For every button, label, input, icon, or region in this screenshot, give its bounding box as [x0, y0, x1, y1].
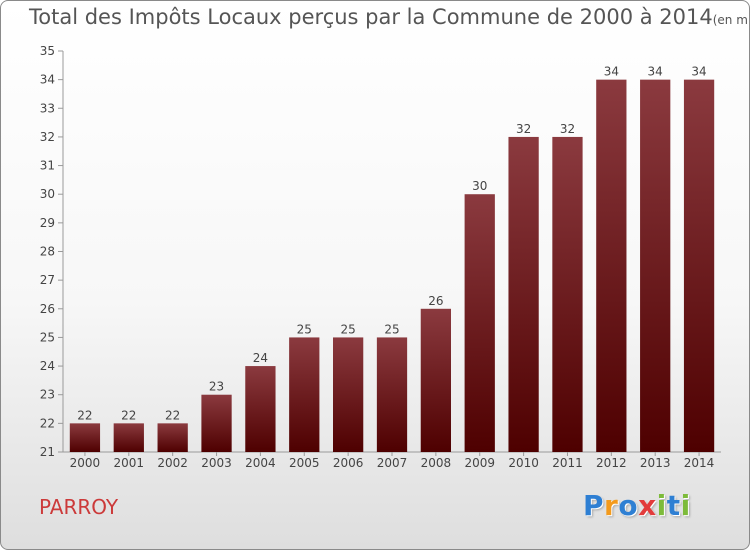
bar: [464, 194, 495, 452]
y-tick-label: 23: [40, 388, 55, 402]
chart-title: Total des Impôts Locaux perçus par la Co…: [29, 5, 750, 29]
bar: [201, 394, 232, 452]
x-tick-label: 2004: [245, 456, 276, 470]
bar-value-label: 30: [472, 179, 487, 193]
bar: [289, 337, 320, 452]
x-tick-label: 2011: [552, 456, 583, 470]
bar-value-label: 24: [253, 351, 268, 365]
y-tick-label: 34: [40, 73, 55, 87]
bar-value-label: 32: [516, 122, 531, 136]
x-tick-label: 2005: [289, 456, 320, 470]
bar: [552, 136, 583, 452]
x-tick-label: 2006: [333, 456, 364, 470]
y-tick-label: 28: [40, 245, 55, 259]
y-tick-label: 35: [40, 44, 55, 58]
x-tick-label: 2014: [684, 456, 715, 470]
y-tick-label: 26: [40, 302, 55, 316]
bar: [420, 308, 452, 452]
y-tick-label: 27: [40, 273, 55, 287]
chart-title-unit: (en milliers d'€): [712, 13, 750, 27]
y-tick-label: 30: [40, 187, 55, 201]
bar-value-label: 34: [604, 65, 619, 79]
y-tick-label: 25: [40, 330, 55, 344]
bar: [113, 423, 144, 452]
x-tick-label: 2012: [596, 456, 627, 470]
x-tick-label: 2013: [640, 456, 671, 470]
y-tick-label: 21: [40, 445, 55, 459]
y-tick-label: 22: [40, 416, 55, 430]
bar-value-label: 32: [560, 122, 575, 136]
x-tick-label: 2009: [464, 456, 495, 470]
bar-value-label: 34: [648, 65, 663, 79]
commune-name: PARROY: [39, 495, 119, 519]
logo-letter: r: [604, 489, 619, 522]
bar: [332, 337, 364, 452]
x-tick-label: 2010: [508, 456, 539, 470]
logo-letter: i: [656, 489, 667, 522]
proxiti-logo[interactable]: Proxiti: [583, 489, 691, 522]
x-tick-label: 2000: [70, 456, 101, 470]
y-tick-label: 24: [40, 359, 55, 373]
x-tick-label: 2007: [377, 456, 408, 470]
bar: [508, 136, 539, 452]
y-tick-label: 31: [40, 159, 55, 173]
bar: [157, 423, 188, 452]
bar-value-label: 26: [428, 294, 443, 308]
chart-title-text: Total des Impôts Locaux perçus par la Co…: [29, 5, 713, 29]
bar-value-label: 25: [340, 322, 355, 336]
bar-value-label: 25: [384, 322, 399, 336]
bar-value-label: 22: [165, 408, 180, 422]
bar: [683, 79, 715, 453]
bar: [640, 79, 671, 453]
x-tick-label: 2001: [114, 456, 145, 470]
logo-letter: o: [618, 489, 639, 522]
logo-letter: t: [666, 489, 681, 522]
bar-value-label: 22: [121, 408, 136, 422]
bar: [596, 79, 627, 453]
x-tick-label: 2008: [421, 456, 452, 470]
bar-value-label: 25: [297, 322, 312, 336]
y-tick-label: 29: [40, 216, 55, 230]
x-tick-label: 2002: [157, 456, 188, 470]
bar: [69, 423, 101, 452]
bar-value-label: 23: [209, 380, 224, 394]
x-tick-label: 2003: [201, 456, 232, 470]
y-tick-label: 32: [40, 130, 55, 144]
bar: [376, 337, 408, 452]
y-tick-label: 33: [40, 101, 55, 115]
bar-value-label: 34: [691, 65, 706, 79]
bar-value-label: 22: [77, 408, 92, 422]
logo-letter: P: [583, 489, 605, 522]
logo-letter: x: [638, 489, 657, 522]
logo-letter: i: [680, 489, 691, 522]
bar: [245, 366, 276, 452]
